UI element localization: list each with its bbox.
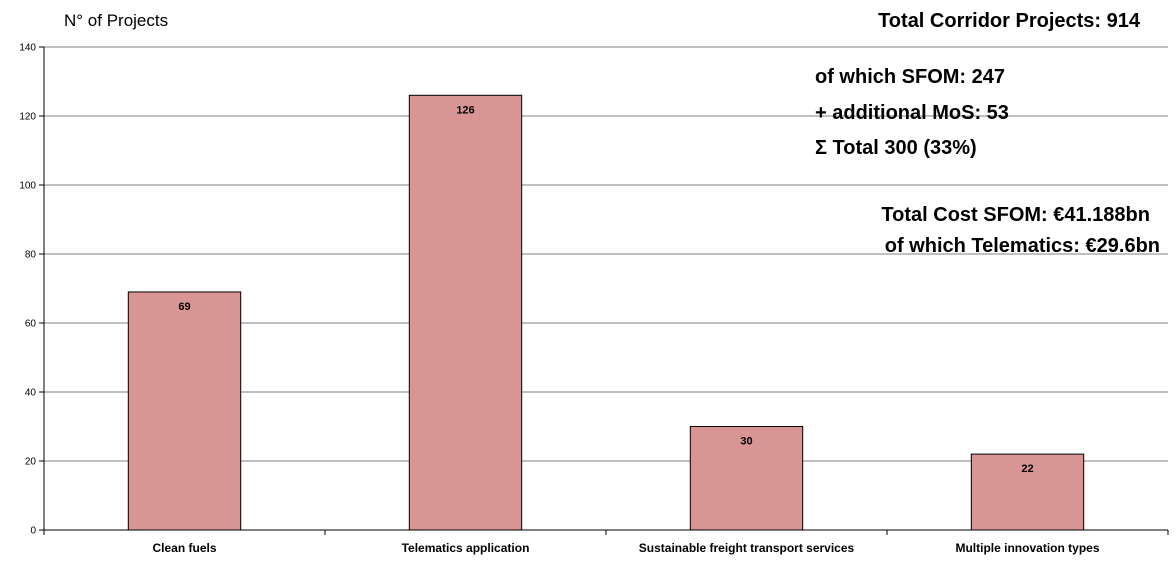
annotation-sfom: of which SFOM: 247: [815, 66, 1005, 88]
data-label-3: 22: [1021, 463, 1033, 475]
y-tick-label-20: 20: [25, 457, 37, 468]
bar-1: [408, 94, 523, 531]
y-tick-label-80: 80: [25, 250, 37, 261]
y-tick-label-100: 100: [19, 181, 36, 192]
bar-3: [970, 453, 1085, 531]
x-tick-label-1: Telematics application: [402, 541, 530, 555]
x-tick-label-3: Multiple innovation types: [955, 541, 1099, 555]
y-tick-label-120: 120: [19, 112, 36, 123]
x-axis-ticks: Clean fuels Telematics application Sustain…: [43, 530, 1169, 555]
x-tick-label-2: Sustainable freight transport services: [639, 541, 855, 555]
data-labels: 69 126 30 22: [178, 104, 1033, 475]
x-tick-label-0: Clean fuels: [152, 541, 216, 555]
y-tick-label-140: 140: [19, 43, 36, 54]
data-label-1: 126: [456, 104, 474, 116]
data-label-2: 30: [740, 436, 752, 448]
chart-title: Total Corridor Projects: 914: [878, 10, 1141, 32]
y-tick-label-40: 40: [25, 388, 37, 399]
y-tick-label-60: 60: [25, 319, 37, 330]
annotation-mos: + additional MoS: 53: [815, 102, 1009, 124]
y-axis-label: N° of Projects: [64, 11, 168, 30]
annotation-total-cost: Total Cost SFOM: €41.188bn: [881, 204, 1150, 226]
y-axis-ticks: 0 20 40 60 80 100 120 140: [19, 43, 44, 537]
annotation-telematics-cost: of which Telematics: €29.6bn: [885, 235, 1160, 257]
data-label-0: 69: [178, 301, 190, 313]
bar-0: [127, 291, 242, 531]
annotation-total: Σ Total 300 (33%): [815, 137, 977, 159]
y-tick-label-0: 0: [30, 526, 36, 537]
